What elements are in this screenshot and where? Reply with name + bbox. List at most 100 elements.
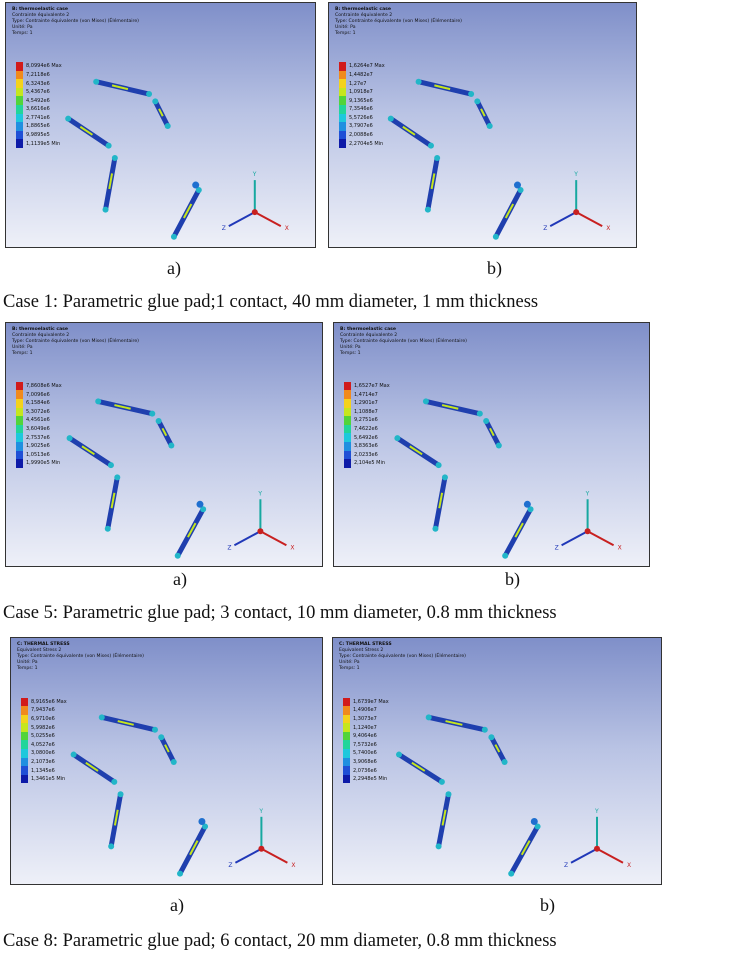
panel-header: B: thermoelastic caseContrainte équivale… [335,7,462,37]
axis-label: Z [227,544,231,551]
legend-row: 7,4622e6 [344,425,390,434]
legend-value: 2,0736e6 [353,768,377,774]
subfigure-label: b) [540,895,555,916]
legend-row: 1,2901e7 [344,399,390,408]
legend-swatch [16,131,23,140]
header-line: Temps: 1 [17,666,144,672]
legend-swatch [343,758,350,767]
legend-value: 9,4064e6 [353,733,377,739]
axis-label: Z [555,544,559,551]
legend-value: 2,1073e6 [31,759,55,765]
axis-x [261,849,287,863]
rod-end [396,752,402,758]
axis-x [576,212,602,226]
rod-end [487,123,493,129]
legend-value: 5,0255e6 [31,733,55,739]
legend-value: 7,4622e6 [354,426,378,432]
legend-swatch [339,88,346,97]
rod-end [394,435,400,441]
axis-label: X [290,544,294,551]
rod-end [468,91,474,97]
legend-value: 7,2118e6 [26,72,50,78]
legend-row: 1,6527e7 Max [344,382,390,391]
legend-value: 1,6739e7 Max [353,699,389,705]
legend-row: 2,7741e6 [16,114,62,123]
axis-label: Y [585,490,590,497]
axis-x [255,212,281,226]
legend-value: 5,6492e6 [354,435,378,441]
rod-end [71,752,77,758]
rod-end [114,474,120,480]
axis-label: X [285,225,289,232]
legend-row: 3,8363e6 [344,442,390,451]
legend-row: 7,9437e6 [21,706,67,715]
legend-row: 7,8608e6 Max [16,382,62,391]
legend-row: 6,1584e6 [16,399,62,408]
legend-row: 3,9068e6 [343,758,389,767]
rod-end [434,155,440,161]
legend-row: 1,4906e7 [343,706,389,715]
simulation-panel: YZXB: thermoelastic caseContrainte équiv… [333,322,650,567]
header-line: Temps: 1 [12,31,139,37]
legend-swatch [343,740,350,749]
axis-x [260,531,286,545]
rod-end [108,843,114,849]
legend-swatch [16,96,23,105]
legend-row: 3,7907e6 [339,122,385,131]
legend-swatch [21,749,28,758]
legend-row: 2,0233e6 [344,451,390,460]
legend-value: 1,9990e5 Min [26,460,60,466]
legend-row: 9,1365e6 [339,96,385,105]
legend-row: 2,0736e6 [343,766,389,775]
figure-caption: Case 8: Parametric glue pad; 6 contact, … [3,931,557,952]
axis-origin [585,528,591,534]
legend-value: 3,0800e6 [31,750,55,756]
legend-swatch [16,114,23,123]
rod-end [175,553,181,559]
rod-end [118,791,124,797]
legend-value: 5,3072e6 [26,409,50,415]
rod-end [156,418,162,424]
legend-swatch [16,408,23,417]
legend-swatch [343,732,350,741]
legend-value: 6,3243e6 [26,81,50,87]
axis-label: Y [252,171,257,178]
legend-swatch [344,459,351,468]
rod-end [99,714,105,720]
color-legend: 8,0994e6 Max7,2118e66,3243e65,4367e64,54… [16,62,62,148]
legend-swatch [16,399,23,408]
legend-row: 5,0255e6 [21,732,67,741]
legend-swatch [21,732,28,741]
axis-origin [257,528,263,534]
rod-end [171,759,177,765]
legend-swatch [344,433,351,442]
legend-value: 5,7400e6 [353,750,377,756]
legend-swatch [21,715,28,724]
legend-swatch [16,382,23,391]
legend-swatch [16,62,23,71]
axis-z [562,531,588,545]
legend-value: 1,4714e7 [354,392,378,398]
legend-swatch [16,139,23,148]
simulation-panel: YZXB: thermoelastic caseContrainte équiv… [328,2,637,248]
legend-value: 7,0096e6 [26,392,50,398]
legend-swatch [21,706,28,715]
rod-end [152,727,158,733]
legend-value: 4,4561e6 [26,417,50,423]
rod-end [426,714,432,720]
rod-end [65,116,71,122]
legend-swatch [16,122,23,131]
color-legend: 1,6264e7 Max1,4482e71,27e71,0918e79,1365… [339,62,385,148]
axis-label: Z [564,862,568,869]
rod-end [93,79,99,85]
legend-row: 2,2948e5 Min [343,775,389,784]
legend-value: 3,8363e6 [354,443,378,449]
legend-value: 8,0994e6 Max [26,63,62,69]
legend-row: 7,5732e6 [343,740,389,749]
legend-row: 2,7537e6 [16,433,62,442]
legend-value: 7,8608e6 Max [26,383,62,389]
legend-row: 5,4367e6 [16,88,62,97]
